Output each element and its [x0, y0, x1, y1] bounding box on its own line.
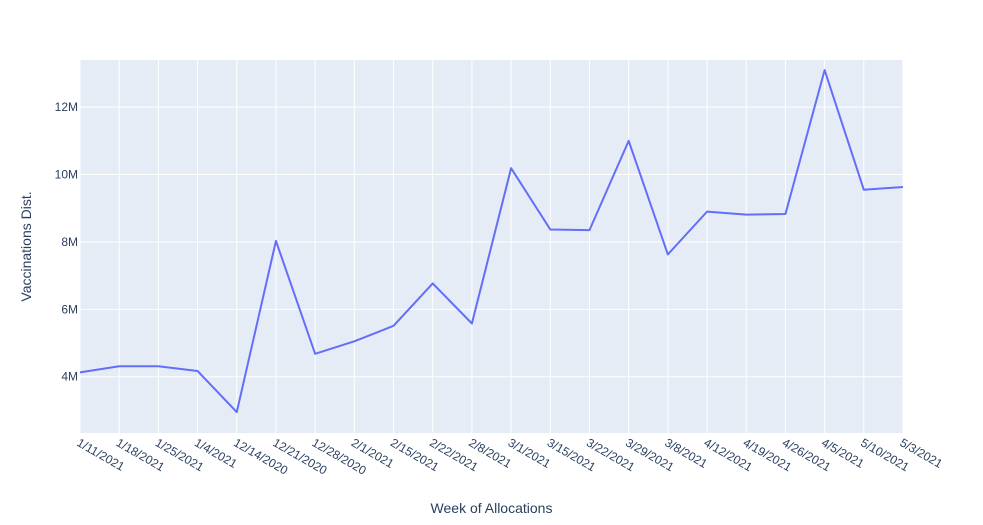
data-point[interactable] — [430, 280, 436, 286]
data-point[interactable] — [900, 184, 906, 190]
x-tick-label: 3/1/2021 — [506, 435, 554, 471]
data-point[interactable] — [626, 138, 632, 144]
y-tick-label: 4M — [61, 370, 78, 384]
data-point[interactable] — [391, 323, 397, 329]
y-tick-label: 8M — [61, 235, 78, 249]
x-axis-ticks: 1/11/20211/18/20211/25/20211/4/202112/14… — [75, 435, 946, 477]
data-point[interactable] — [782, 211, 788, 217]
data-point[interactable] — [704, 209, 710, 215]
x-axis-title: Week of Allocations — [431, 500, 553, 516]
data-point[interactable] — [469, 320, 475, 326]
y-axis-title: Vaccinations Dist. — [18, 191, 34, 301]
data-point[interactable] — [547, 226, 553, 232]
data-point[interactable] — [155, 363, 161, 369]
y-tick-label: 12M — [55, 100, 78, 114]
data-point[interactable] — [116, 363, 122, 369]
data-point[interactable] — [312, 351, 318, 357]
data-point[interactable] — [508, 165, 514, 171]
data-point[interactable] — [351, 338, 357, 344]
data-point[interactable] — [273, 238, 279, 244]
y-tick-label: 10M — [55, 168, 78, 182]
data-point[interactable] — [586, 227, 592, 233]
data-point[interactable] — [822, 67, 828, 73]
grid-lines — [79, 60, 904, 433]
data-point[interactable] — [234, 409, 240, 415]
data-point[interactable] — [665, 251, 671, 257]
y-axis-ticks: 4M 6M 8M 10M 12M — [55, 100, 78, 384]
series-line — [79, 69, 904, 414]
series-layer — [79, 67, 906, 415]
data-point[interactable] — [195, 368, 201, 374]
data-point[interactable] — [743, 212, 749, 218]
y-tick-label: 6M — [61, 302, 78, 316]
data-point[interactable] — [861, 187, 867, 193]
